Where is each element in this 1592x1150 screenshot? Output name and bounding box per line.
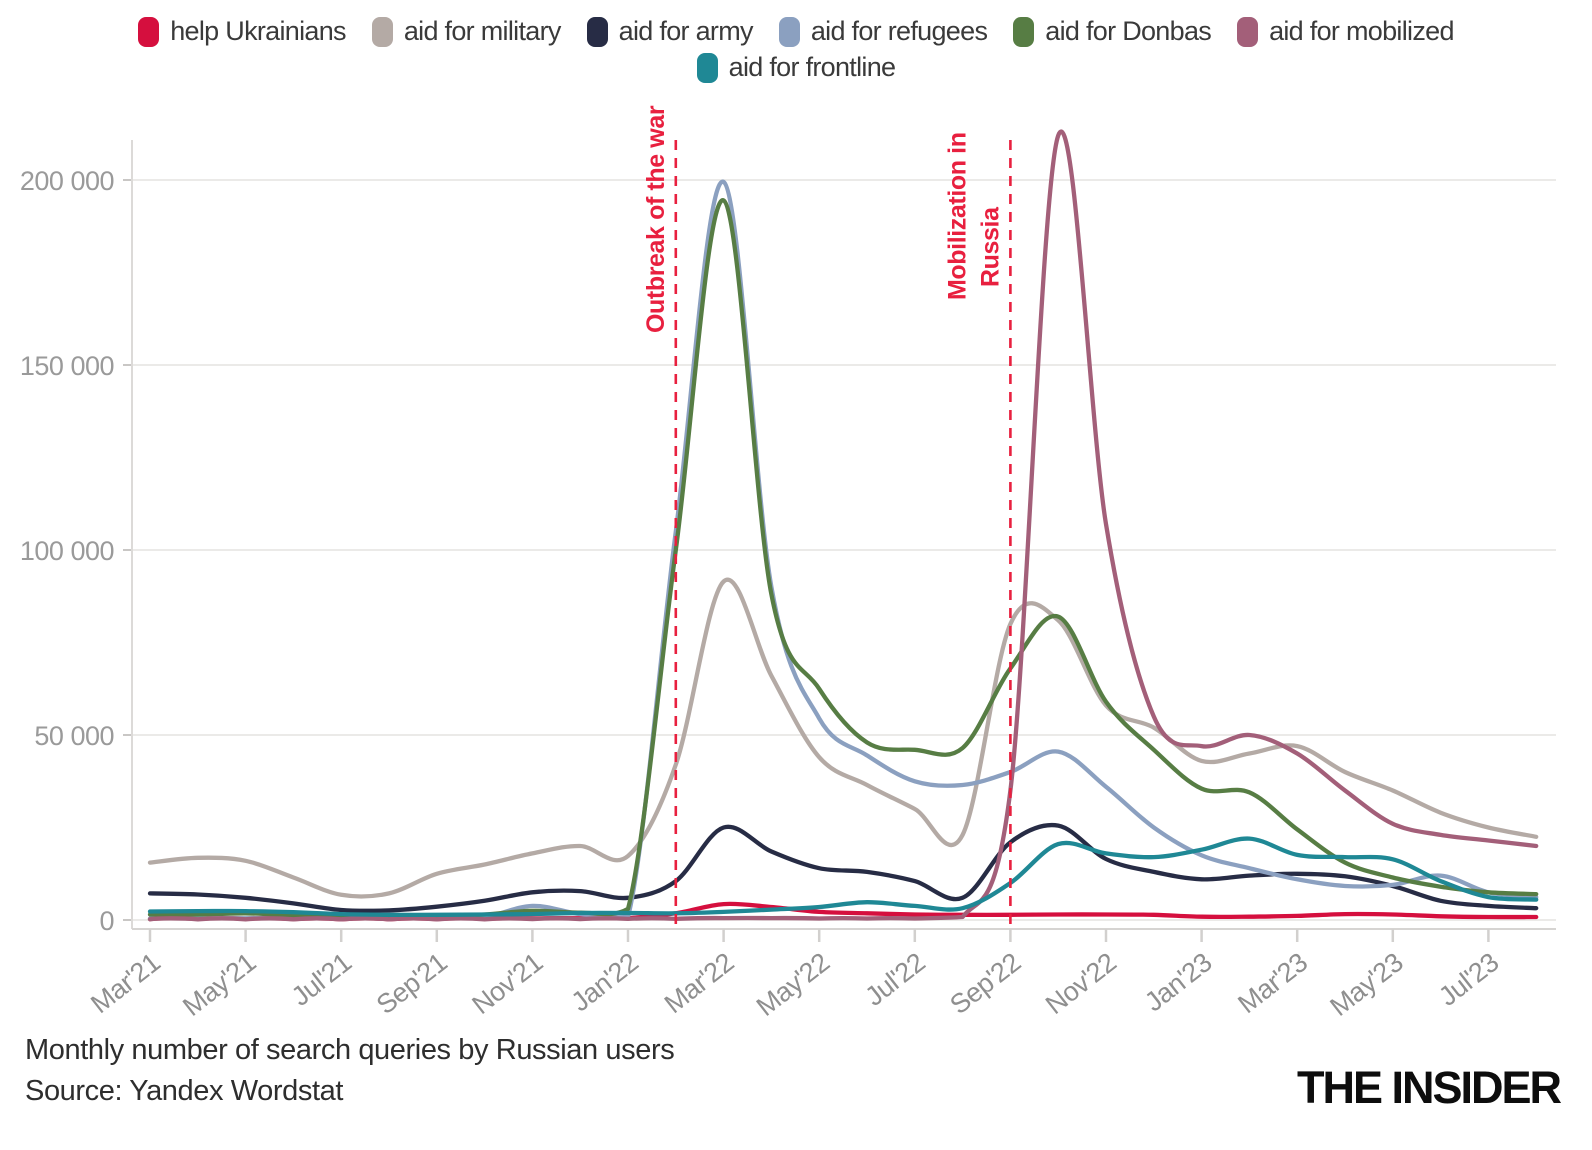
- x-tick-label: Jul'23: [1433, 947, 1504, 1012]
- the-insider-logo: THE INSIDER: [1296, 1062, 1562, 1113]
- y-tick-label: 200 000: [20, 166, 114, 196]
- event-annotation-label: Outbreak of the war: [642, 105, 670, 333]
- series-line-aid-for-donbas: [147, 198, 1539, 919]
- series-line-aid-for-mobilized: [147, 129, 1539, 922]
- legend-row-2: aid for frontline: [696, 52, 896, 83]
- legend-item-aid-for-army: aid for army: [586, 16, 754, 47]
- legend-item-aid-for-frontline: aid for frontline: [696, 52, 896, 83]
- legend-label: aid for mobilized: [1269, 16, 1454, 46]
- x-tick-label: Jan'22: [566, 947, 644, 1017]
- gridlines: [123, 140, 1556, 930]
- x-tick-label: Nov'21: [466, 947, 548, 1020]
- legend-swatch: [371, 16, 393, 47]
- annotations: Outbreak of the war Mobilization in Russia: [642, 105, 1012, 925]
- legend-swatch: [1237, 16, 1259, 47]
- legend-label: aid for military: [403, 16, 562, 46]
- series-lines: [147, 129, 1539, 922]
- legend-swatch: [586, 16, 608, 47]
- y-tick-label: 100 000: [20, 536, 114, 566]
- x-tick-label: Sep'22: [944, 947, 1026, 1020]
- legend-label: aid for refugees: [810, 16, 988, 46]
- y-tick-label: 0: [99, 906, 114, 936]
- legend-swatch: [696, 52, 718, 83]
- chart-source: Source: Yandex Wordstat: [25, 1075, 344, 1107]
- series-line-aid-for-frontline: [147, 836, 1539, 918]
- legend-label: aid for Donbas: [1045, 16, 1212, 46]
- legend-row-1: help Ukrainians aid for military aid for a…: [138, 16, 1454, 47]
- series-line-aid-for-military: [147, 577, 1539, 899]
- chart-legend: help Ukrainians aid for military aid for a…: [0, 16, 1592, 83]
- legend-swatch: [138, 16, 160, 47]
- x-tick-label: Nov'22: [1040, 947, 1122, 1020]
- chart-caption: Monthly number of search queries by Russ…: [25, 1030, 675, 1112]
- y-tick-label: 50 000: [34, 721, 114, 751]
- x-tick-label: Mar'21: [85, 947, 165, 1019]
- y-axis-labels: 0 50 000 100 000 150 000 200 000: [20, 166, 115, 936]
- x-tick-label: Mar'22: [659, 947, 739, 1019]
- event-annotation-label: Russia: [976, 206, 1004, 287]
- legend-item-aid-for-refugees: aid for refugees: [778, 16, 988, 47]
- legend-swatch: [778, 16, 800, 47]
- legend-swatch: [1013, 16, 1035, 47]
- x-tick-label: Sep'21: [371, 947, 453, 1020]
- event-annotation-label: Mobilization in: [943, 132, 971, 300]
- chart-title: Monthly number of search queries by Russ…: [25, 1034, 675, 1066]
- legend-label: aid for frontline: [728, 52, 896, 82]
- x-tick-label: May'21: [177, 947, 261, 1022]
- x-tick-label: Jan'23: [1139, 947, 1217, 1017]
- legend-item-aid-for-donbas: aid for Donbas: [1013, 16, 1212, 47]
- legend-item-help-ukrainians: help Ukrainians: [138, 16, 347, 47]
- x-tick-label: May'23: [1324, 947, 1408, 1022]
- x-tick-label: Jul'21: [286, 947, 357, 1012]
- series-line-aid-for-army: [147, 822, 1539, 913]
- x-axis-labels: Mar'21 May'21 Jul'21 Sep'21 Nov'21 Jan'22 Mar'…: [85, 929, 1504, 1022]
- x-tick-label: Jul'22: [859, 947, 930, 1012]
- legend-item-aid-for-military: aid for military: [371, 16, 562, 47]
- x-tick-label: May'22: [751, 947, 835, 1022]
- legend-item-aid-for-mobilized: aid for mobilized: [1237, 16, 1454, 47]
- legend-label: aid for army: [618, 16, 754, 46]
- y-tick-label: 150 000: [20, 351, 114, 381]
- x-tick-label: Mar'23: [1232, 947, 1312, 1019]
- legend-label: help Ukrainians: [170, 16, 346, 46]
